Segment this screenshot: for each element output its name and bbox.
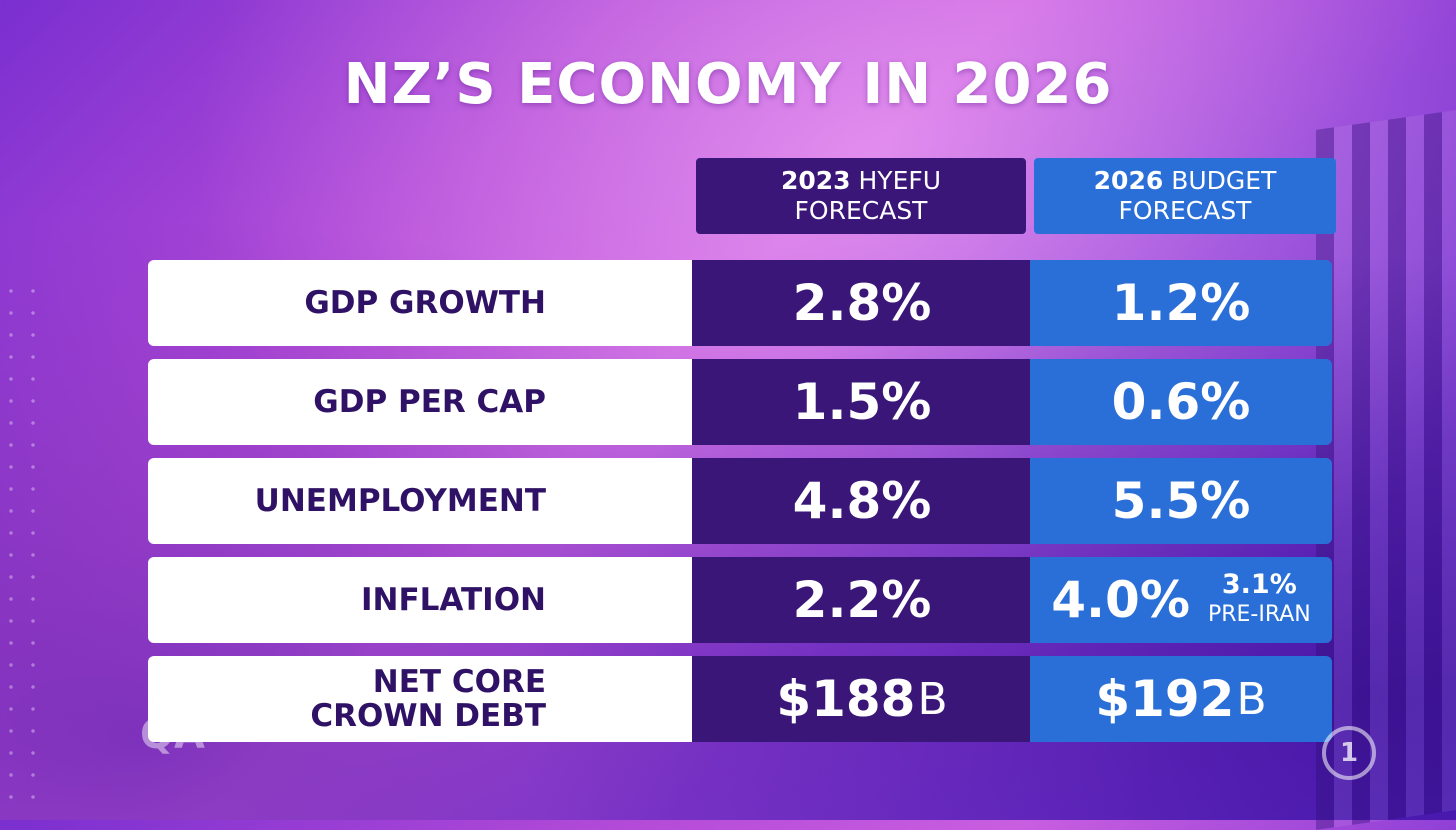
budget-value: 4.0% (1051, 571, 1190, 629)
row-label: GDP GROWTH (148, 260, 696, 346)
budget-note-label: PRE-IRAN (1207, 602, 1311, 627)
column-header-hyefu: 2023 HYEFU FORECAST (696, 158, 1026, 234)
row-label: GDP PER CAP (148, 359, 696, 445)
row-label-text: GDP PER CAP (313, 384, 546, 420)
channel-logo: 1 (1322, 726, 1376, 780)
row-label: INFLATION (148, 557, 696, 643)
row-label-text: INFLATION (361, 582, 546, 618)
row-label-text: NET CORE (372, 664, 546, 700)
budget-value: $192 (1095, 670, 1235, 728)
table-row-unemployment: UNEMPLOYMENT 4.8% 5.5% (148, 458, 1332, 544)
table-row-gdp-per-cap: GDP PER CAP 1.5% 0.6% (148, 359, 1332, 445)
hyefu-unit: B (917, 673, 948, 725)
row-label: UNEMPLOYMENT (148, 458, 696, 544)
row-label-text: GDP GROWTH (304, 285, 546, 321)
column-header-budget: 2026 BUDGET FORECAST (1034, 158, 1336, 234)
hyefu-value: 2.8% (692, 260, 1032, 346)
budget-value-cell: $192 B (1030, 656, 1332, 742)
budget-note: 3.1% PRE-IRAN (1208, 570, 1311, 630)
column-header-year: 2023 (780, 166, 851, 195)
column-header-subtitle: FORECAST (1118, 196, 1252, 225)
background-dot-pattern (0, 280, 40, 800)
hyefu-value: $188 (776, 670, 916, 728)
table-row-net-core-crown-debt: NET CORE CROWN DEBT $188 B $192 B (148, 656, 1332, 742)
hyefu-value: 2.2% (692, 557, 1032, 643)
budget-value: 1.2% (1030, 260, 1332, 346)
row-label: NET CORE CROWN DEBT (148, 656, 696, 742)
background-building-stripes (1316, 110, 1456, 830)
column-header-subtitle: FORECAST (794, 196, 928, 225)
column-header-year: 2026 (1093, 166, 1164, 195)
hyefu-value: 4.8% (692, 458, 1032, 544)
budget-unit: B (1236, 673, 1267, 725)
table-row-gdp-growth: GDP GROWTH 2.8% 1.2% (148, 260, 1332, 346)
budget-note-value: 3.1% (1221, 569, 1297, 600)
column-header-name: HYEFU (858, 166, 942, 195)
budget-value: 5.5% (1030, 458, 1332, 544)
table-row-inflation: INFLATION 2.2% 4.0% 3.1% PRE-IRAN (148, 557, 1332, 643)
show-logo: QA (140, 712, 205, 758)
page-title: NZ’S ECONOMY IN 2026 (343, 52, 1113, 117)
column-header-name: BUDGET (1171, 166, 1277, 195)
row-label-text-line2: CROWN DEBT (310, 698, 546, 734)
hyefu-value-cell: $188 B (692, 656, 1032, 742)
budget-value-cell: 4.0% 3.1% PRE-IRAN (1030, 557, 1332, 643)
row-label-text: UNEMPLOYMENT (254, 483, 546, 519)
budget-value: 0.6% (1030, 359, 1332, 445)
hyefu-value: 1.5% (692, 359, 1032, 445)
